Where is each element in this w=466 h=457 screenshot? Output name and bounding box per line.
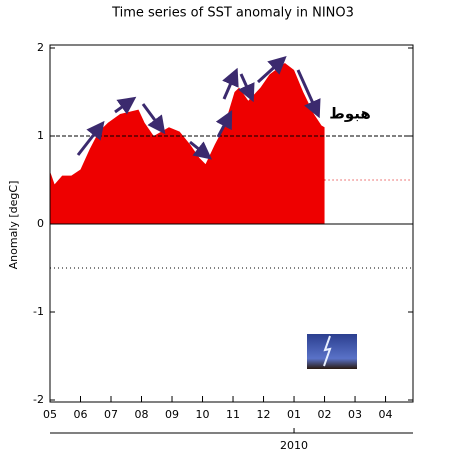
x-tick-label: 06: [74, 408, 88, 421]
arrow: [141, 103, 166, 135]
arrow: [222, 67, 239, 100]
x-tick-label: 12: [257, 408, 271, 421]
x-tick-label: 03: [348, 408, 362, 421]
x-tick-label: 11: [226, 408, 240, 421]
y-tick-label: -1: [33, 305, 44, 318]
arrow: [215, 110, 233, 138]
x-tick-label: 02: [318, 408, 332, 421]
area: [50, 62, 325, 225]
trend-arrows: [76, 55, 321, 160]
y-axis-label: Anomaly [degC]: [7, 181, 20, 270]
arrow: [296, 69, 321, 119]
x-tick-label: 08: [135, 408, 149, 421]
y-tick-label: -2: [33, 393, 44, 406]
x-tick-label: 05: [43, 408, 57, 421]
x-tick-label: 09: [165, 408, 179, 421]
y-tick-label: 0: [37, 217, 44, 230]
x-tick-label: 01: [287, 408, 301, 421]
x-tick-label: 07: [104, 408, 118, 421]
arrow: [114, 96, 137, 115]
chart-title: Time series of SST anomaly in NINO3: [111, 6, 354, 21]
arrow: [256, 55, 287, 84]
year-label: 2010: [280, 439, 308, 452]
y-tick-label: 2: [37, 41, 44, 54]
x-tick-label: 04: [379, 408, 393, 421]
annotation: هبوط: [329, 105, 371, 123]
y-tick-label: 1: [37, 129, 44, 142]
arrow: [189, 140, 213, 160]
lightning-image: [307, 334, 357, 369]
arrow: [76, 120, 105, 156]
arrow: [238, 73, 255, 103]
x-tick-label: 10: [196, 408, 210, 421]
